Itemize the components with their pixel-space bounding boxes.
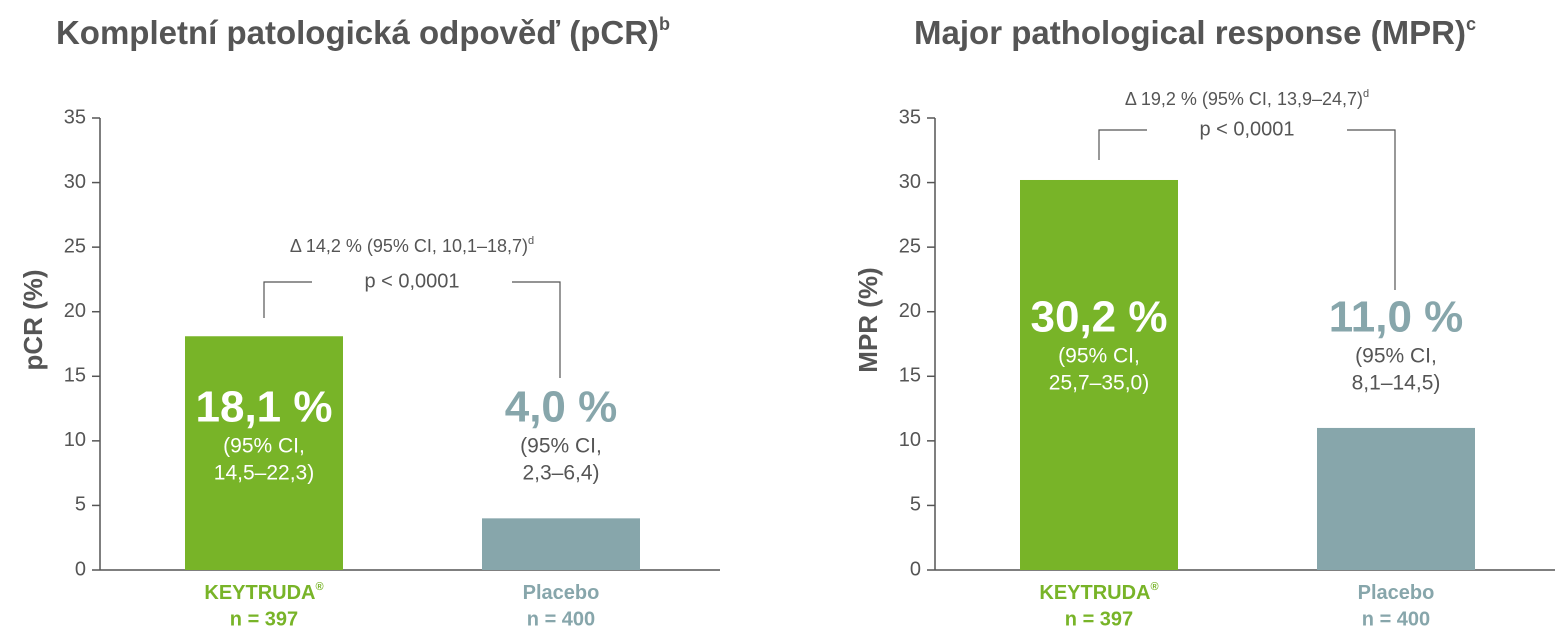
y-tick-label: 25 [899,235,921,257]
annotation: Δ 14,2 % (95% CI, 10,1–18,7)d [290,235,534,256]
p-value: p < 0,0001 [364,270,459,292]
y-tick-label: 5 [75,494,86,516]
trademark: ® [1151,581,1159,593]
title-text: Kompletní patologická odpověď (pCR) [56,14,659,51]
y-tick-label: 5 [910,494,921,516]
category-note: n = 397 [230,608,298,630]
value-label: 4,0 % [505,383,618,432]
ci-label: (95% CI, [1058,345,1140,368]
ci-label: (95% CI, [223,435,305,458]
ci-label: 8,1–14,5) [1352,372,1441,395]
x-tick-label: Placebo [523,582,600,604]
bar [482,518,640,570]
category-name: Placebo [523,582,600,604]
ci-label: 25,7–35,0) [1049,372,1149,395]
category-note: n = 400 [527,608,595,630]
x-tick-label: Placebo [1358,582,1435,604]
y-tick-label: 0 [75,558,86,580]
annotation-sup: d [1363,88,1369,100]
y-tick-label: 35 [899,106,921,128]
value-label: 30,2 % [1031,293,1168,342]
chart-title: Major pathological response (MPR)c [914,14,1476,51]
ci-label: (95% CI, [1355,345,1437,368]
bar [1020,179,1178,570]
y-tick-label: 20 [899,300,921,322]
category-name: KEYTRUDA [204,582,315,604]
p-value: p < 0,0001 [1199,118,1294,140]
annotation-text: Δ 19,2 % (95% CI, 13,9–24,7) [1125,89,1363,109]
y-tick-label: 15 [899,365,921,387]
y-axis-label: pCR (%) [18,269,48,370]
value-label: 11,0 % [1329,293,1464,342]
category-name: KEYTRUDA [1039,582,1150,604]
y-tick-label: 30 [899,171,921,193]
annotation: Δ 19,2 % (95% CI, 13,9–24,7)d [1125,88,1369,109]
category-note: n = 397 [1065,608,1133,630]
y-tick-label: 0 [910,558,921,580]
title-sup: b [659,14,670,34]
y-tick-label: 10 [64,429,86,451]
y-tick-label: 20 [64,300,86,322]
ci-label: 14,5–22,3) [214,462,314,485]
y-tick-label: 25 [64,235,86,257]
trademark: ® [316,581,324,593]
bar [1317,427,1475,570]
annotation-sup: d [528,235,534,247]
y-tick-label: 35 [64,106,86,128]
annotation-text: Δ 14,2 % (95% CI, 10,1–18,7) [290,236,528,256]
y-tick-label: 15 [64,365,86,387]
category-note: n = 400 [1362,608,1430,630]
value-label: 18,1 % [196,383,333,432]
x-tick-label: KEYTRUDA® [204,581,323,604]
y-tick-label: 10 [899,429,921,451]
bar [185,336,343,570]
ci-label: 2,3–6,4) [522,462,599,485]
x-tick-label: KEYTRUDA® [1039,581,1158,604]
title-sup: c [1466,14,1476,34]
ci-label: (95% CI, [520,435,602,458]
y-axis-label: MPR (%) [853,267,883,372]
chart-title: Kompletní patologická odpověď (pCR)b [56,14,670,51]
bracket [263,281,561,378]
y-tick-label: 30 [64,171,86,193]
bracket [1098,129,1396,290]
title-text: Major pathological response (MPR) [914,14,1466,51]
category-name: Placebo [1358,582,1435,604]
